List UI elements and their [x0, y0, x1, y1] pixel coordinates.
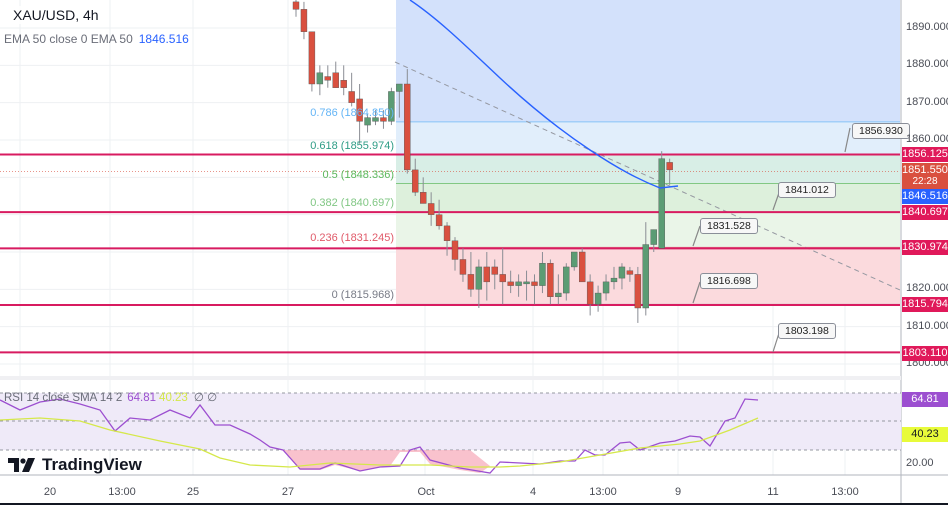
fib-label-2: 0.5 (1848.336) — [322, 168, 394, 181]
rsi-line — [0, 398, 759, 474]
ema-50-line — [409, 0, 679, 189]
price-axis-tick: 1880.000 — [906, 58, 948, 71]
fib-zone-top — [396, 0, 900, 122]
fib-label-3: 0.382 (1840.697) — [310, 197, 394, 210]
price-axis-tick: 1870.000 — [906, 95, 948, 108]
price-callout[interactable]: 1831.528 — [700, 218, 758, 234]
price-axis-tick: 1890.000 — [906, 21, 948, 33]
price-callout[interactable]: 1803.198 — [778, 323, 836, 339]
time-axis-label: Oct — [417, 486, 435, 498]
ema-label: EMA 50 close 0 EMA 50 — [4, 32, 133, 46]
time-axis-label: 20 — [43, 486, 57, 498]
time-axis-label: 25 — [186, 486, 200, 498]
fib-label-5: 0 (1815.968) — [331, 289, 394, 302]
rsi-value: 64.81 — [127, 392, 157, 404]
price-tag: 1851.550 22:28 — [902, 163, 948, 189]
rsi-extra-1: ∅ — [193, 392, 204, 404]
time-axis-label: 4 — [529, 486, 537, 498]
ema-value: 1846.516 — [138, 32, 189, 46]
rsi-sma-line — [0, 417, 759, 468]
tradingview-wordmark: TradingView — [42, 455, 142, 474]
price-tag: 1815.794 — [902, 297, 948, 312]
ema-legend: EMA 50 close 0 EMA 50 1846.516 — [4, 32, 189, 46]
rsi-sma-value: 40.23 — [159, 392, 188, 404]
rsi-extra-2: ∅ — [207, 392, 218, 404]
price-callout[interactable]: 1856.930 — [852, 123, 910, 139]
fib-label-4: 0.236 (1831.245) — [310, 232, 394, 245]
time-axis-label: 27 — [281, 486, 295, 498]
price-callout[interactable]: 1816.698 — [700, 273, 758, 289]
price-axis-tick: 1810.000 — [906, 319, 948, 332]
symbol-title: XAU/USD, 4h — [10, 6, 102, 24]
price-axis-tick: 1820.000 — [906, 282, 948, 295]
rsi-tag: 64.81 — [902, 392, 948, 407]
fib-label-1: 0.618 (1855.974) — [310, 140, 394, 153]
tradingview-logo-icon — [8, 458, 35, 472]
rsi-axis-tick: 20.00 — [906, 457, 934, 469]
time-axis-label: 13:00 — [108, 486, 136, 498]
rsi-label: RSI 14 close SMA 14 2 — [4, 392, 123, 404]
fib-label-0: 0.786 (1864.850) — [310, 106, 394, 119]
tradingview-logo[interactable]: TradingView — [8, 455, 142, 475]
time-axis-label: 13:00 — [831, 486, 859, 498]
time-axis-label: 9 — [674, 486, 682, 498]
price-tag: 1803.110 — [902, 346, 948, 361]
time-axis-label: 13:00 — [589, 486, 617, 498]
price-axis-tick: 1860.000 — [906, 132, 948, 145]
rsi-tag: 40.23 — [902, 427, 948, 442]
rsi-legend: RSI 14 close SMA 14 2 64.81 40.23 ∅ ∅ — [4, 390, 217, 404]
price-callout[interactable]: 1841.012 — [778, 182, 836, 198]
price-tag: 1846.516 — [902, 189, 948, 204]
price-tag: 1830.974 — [902, 240, 948, 255]
price-tag: 1856.125 — [902, 147, 948, 162]
time-axis-label: 11 — [767, 486, 779, 498]
price-tag: 1840.697 — [902, 205, 948, 220]
